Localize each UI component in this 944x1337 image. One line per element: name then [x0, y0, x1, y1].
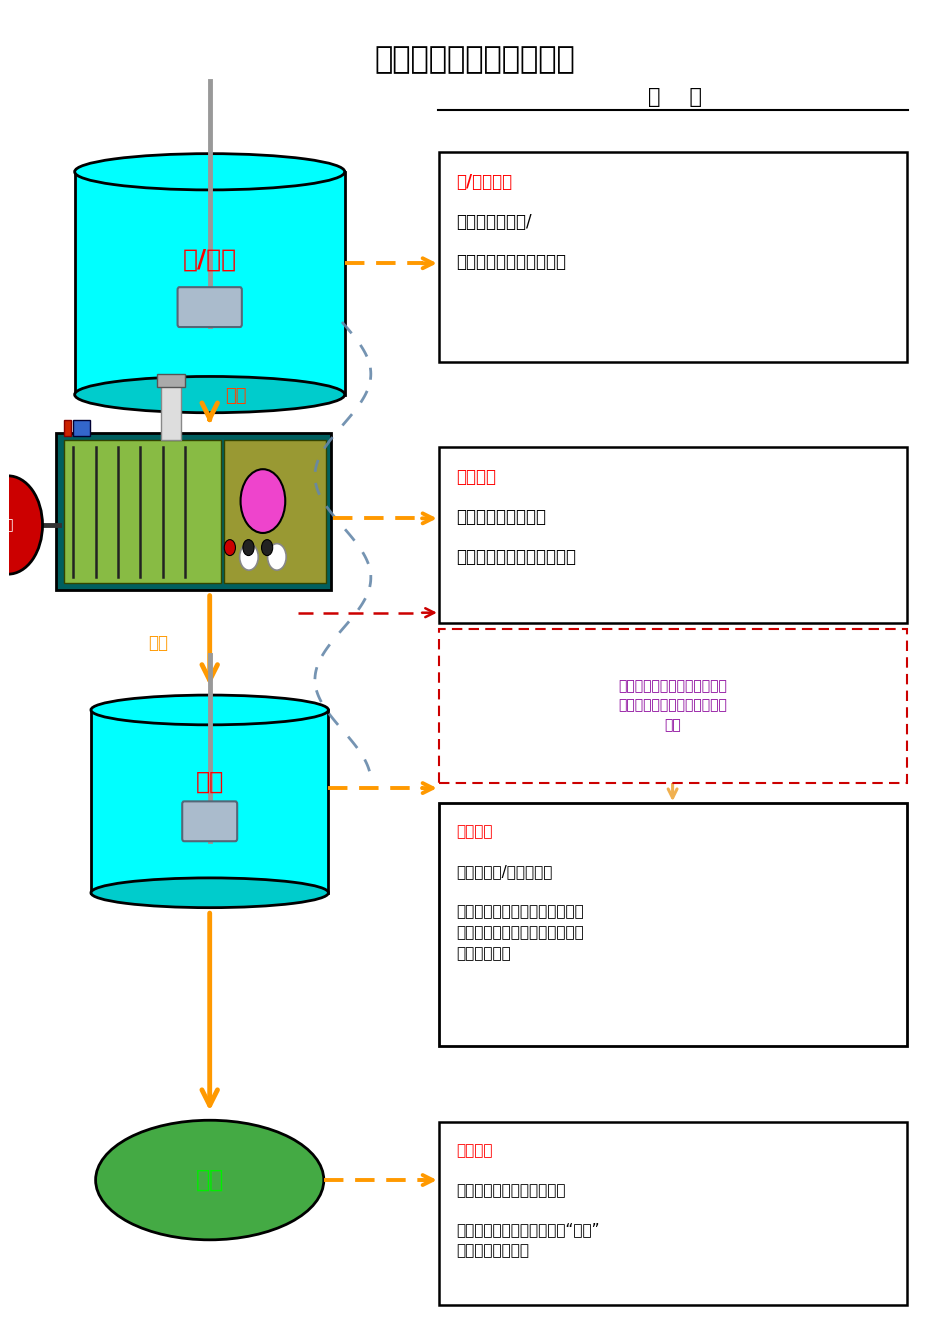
Text: 预分散后，需要经砂: 预分散后，需要经砂 — [456, 508, 546, 525]
Text: 树脂、助剂、颜/: 树脂、助剂、颜/ — [456, 213, 531, 231]
FancyBboxPatch shape — [438, 628, 906, 782]
Text: 泵: 泵 — [4, 517, 12, 532]
Polygon shape — [91, 710, 329, 893]
Text: 预/分散: 预/分散 — [182, 247, 237, 271]
FancyBboxPatch shape — [64, 420, 72, 436]
Circle shape — [240, 544, 258, 570]
Text: 研磨段：: 研磨段： — [456, 468, 496, 485]
Ellipse shape — [91, 878, 329, 908]
Ellipse shape — [95, 1120, 324, 1239]
Text: 品控: 品控 — [195, 1169, 224, 1193]
Circle shape — [267, 544, 286, 570]
FancyBboxPatch shape — [438, 802, 906, 1046]
FancyBboxPatch shape — [57, 433, 331, 590]
Text: 调漆: 调漆 — [195, 769, 224, 793]
Text: 调漆段：: 调漆段： — [456, 824, 493, 838]
Text: 说    明: 说 明 — [648, 87, 701, 107]
Text: 预/分散段：: 预/分散段： — [456, 172, 512, 191]
FancyBboxPatch shape — [160, 380, 181, 440]
FancyBboxPatch shape — [182, 801, 237, 841]
Text: 涂料车间生产工艺流程图: 涂料车间生产工艺流程图 — [375, 45, 575, 75]
Text: 填料、溶剂通过高速分散: 填料、溶剂通过高速分散 — [456, 253, 565, 270]
FancyBboxPatch shape — [177, 287, 242, 328]
Ellipse shape — [75, 154, 345, 190]
Circle shape — [0, 476, 42, 574]
Text: 机或辊机研磨达到标准细度: 机或辊机研磨达到标准细度 — [456, 548, 576, 566]
Text: 砂磨: 砂磨 — [225, 388, 246, 405]
FancyBboxPatch shape — [157, 373, 185, 386]
Text: 细度经研磨/分散品检合: 细度经研磨/分散品检合 — [456, 864, 552, 878]
Circle shape — [241, 469, 285, 533]
Circle shape — [261, 540, 273, 556]
FancyBboxPatch shape — [224, 440, 326, 583]
FancyBboxPatch shape — [438, 1122, 906, 1305]
Ellipse shape — [91, 695, 329, 725]
FancyBboxPatch shape — [438, 151, 906, 361]
FancyBboxPatch shape — [438, 447, 906, 623]
FancyBboxPatch shape — [64, 440, 220, 583]
Polygon shape — [75, 171, 345, 394]
Text: 格后，按配方上原料加入树脂、
填料、助剂、溶剂或色浆通过分
散机或搅拌机: 格后，按配方上原料加入树脂、 填料、助剂、溶剂或色浆通过分 散机或搅拌机 — [456, 904, 583, 961]
Circle shape — [224, 540, 235, 556]
Ellipse shape — [75, 377, 345, 413]
FancyBboxPatch shape — [74, 420, 90, 436]
Text: 品管部按相关检验标准进行: 品管部按相关检验标准进行 — [456, 1183, 565, 1198]
Text: 各项目测试，合格后盖红色“合格”
章，生产方可包装: 各项目测试，合格后盖红色“合格” 章，生产方可包装 — [456, 1222, 599, 1258]
Circle shape — [243, 540, 254, 556]
Text: 对在分散阶段细度品检合格的
产品，无需研磨可直接进入调
漆段: 对在分散阶段细度品检合格的 产品，无需研磨可直接进入调 漆段 — [618, 679, 727, 733]
Text: 品控段：: 品控段： — [456, 1143, 493, 1158]
Text: 品检: 品检 — [148, 634, 168, 651]
